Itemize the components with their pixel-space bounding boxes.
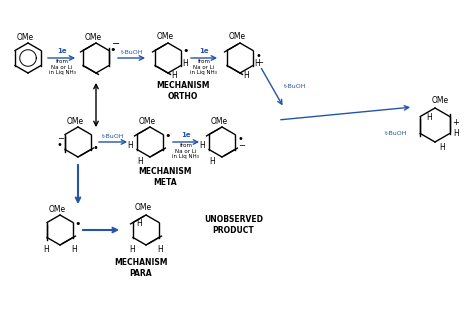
Text: 1e: 1e — [57, 48, 67, 54]
Text: −: − — [112, 39, 120, 49]
Text: •: • — [183, 46, 189, 56]
Text: t-BuOH: t-BuOH — [384, 131, 407, 135]
Text: •: • — [110, 45, 116, 55]
Text: H: H — [199, 140, 205, 149]
Text: from
Na or Li
in Liq NH₃: from Na or Li in Liq NH₃ — [173, 143, 200, 159]
Text: OMe: OMe — [66, 116, 83, 125]
Text: H: H — [182, 59, 188, 68]
Text: MECHANISM
ORTHO: MECHANISM ORTHO — [156, 81, 210, 101]
Text: H: H — [171, 70, 177, 79]
Text: −: − — [57, 134, 64, 143]
Text: OMe: OMe — [431, 95, 448, 105]
Text: H: H — [136, 219, 142, 228]
Text: •: • — [237, 134, 243, 144]
Text: OMe: OMe — [228, 31, 246, 41]
Text: H: H — [129, 244, 135, 253]
Text: −: − — [256, 59, 264, 68]
Text: OMe: OMe — [156, 31, 173, 41]
Text: H: H — [43, 244, 49, 253]
Text: MECHANISM
META: MECHANISM META — [138, 167, 192, 187]
Text: H: H — [137, 156, 143, 165]
Text: •: • — [56, 140, 62, 150]
Text: t-BuOH: t-BuOH — [102, 133, 124, 139]
Text: •: • — [92, 143, 98, 153]
Text: t-BuOH: t-BuOH — [284, 84, 307, 89]
Text: H: H — [243, 70, 249, 79]
Text: H: H — [439, 142, 445, 151]
Text: H: H — [426, 113, 432, 122]
Text: •: • — [165, 131, 171, 141]
Text: H: H — [71, 244, 77, 253]
Text: OMe: OMe — [17, 33, 34, 42]
Text: 1e: 1e — [181, 132, 191, 138]
Text: H: H — [157, 244, 163, 253]
Text: +: + — [453, 117, 459, 126]
Text: OMe: OMe — [135, 204, 152, 212]
Text: 1e: 1e — [199, 48, 209, 54]
Text: •: • — [75, 219, 81, 229]
Text: OMe: OMe — [138, 116, 155, 125]
Text: from
Na or Li
in Liq NH₃: from Na or Li in Liq NH₃ — [191, 59, 218, 75]
Text: H: H — [127, 140, 133, 149]
Text: H: H — [209, 156, 215, 165]
Text: H: H — [453, 129, 459, 138]
Text: OMe: OMe — [210, 116, 228, 125]
Text: OMe: OMe — [48, 204, 65, 213]
Text: MECHANISM
PARA: MECHANISM PARA — [114, 258, 168, 278]
Text: from
Na or Li
in Liq NH₃: from Na or Li in Liq NH₃ — [48, 59, 75, 75]
Text: OMe: OMe — [84, 33, 101, 42]
Text: H: H — [254, 59, 260, 68]
Text: t-BuOH: t-BuOH — [121, 50, 143, 54]
Text: •: • — [255, 51, 261, 61]
Text: −: − — [238, 141, 246, 150]
Text: UNOBSERVED
PRODUCT: UNOBSERVED PRODUCT — [204, 215, 263, 235]
